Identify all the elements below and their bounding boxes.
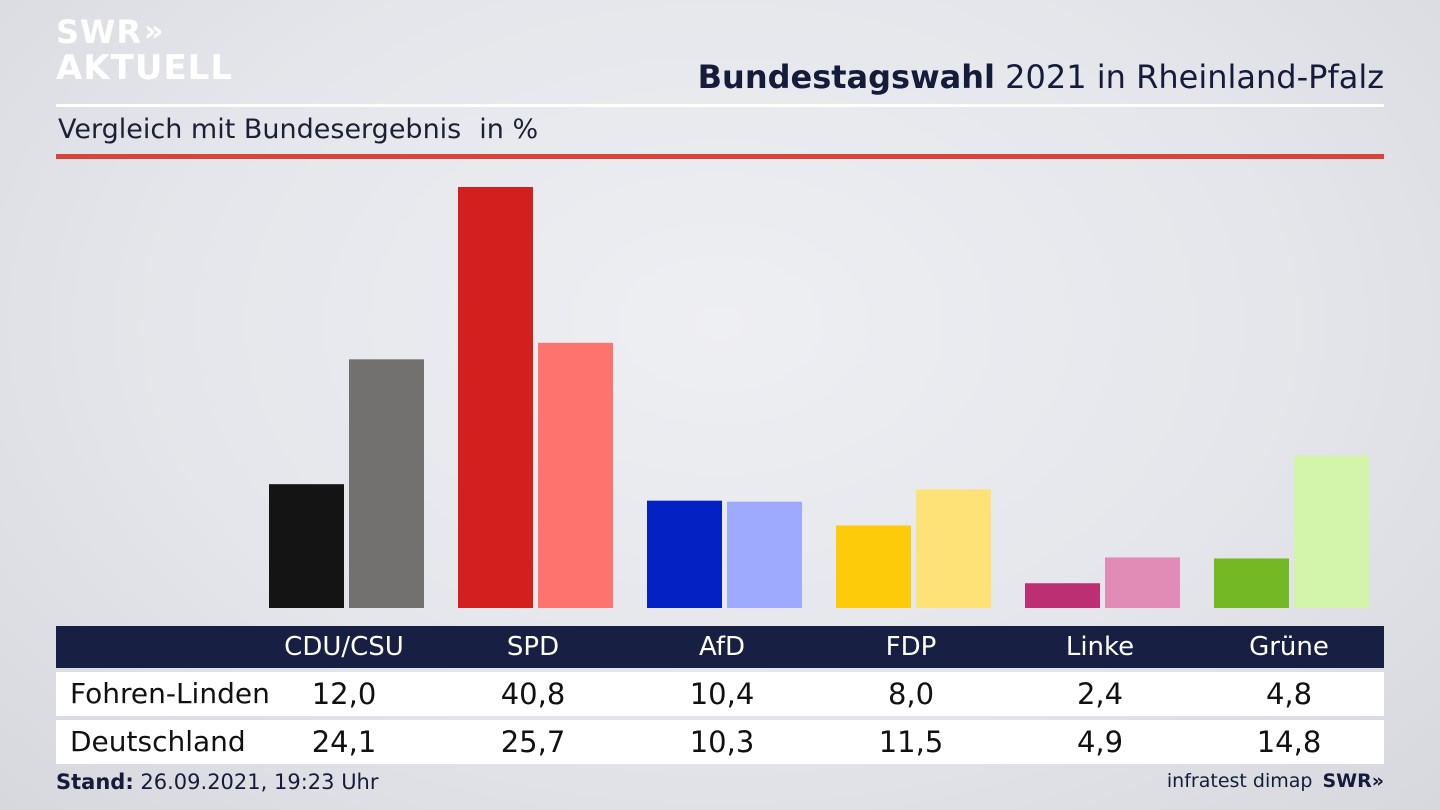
title-divider	[56, 104, 1384, 107]
subtitle-text: Vergleich mit Bundesergebnis	[58, 114, 462, 145]
table-cell: 14,8	[1256, 725, 1322, 759]
bar-linke-fohren-linden	[1025, 583, 1100, 608]
source-text: infratest dimap	[1166, 770, 1313, 792]
table-cell: 24,1	[311, 725, 377, 759]
swr-aktuell-logo: SWR» AKTUELL	[56, 14, 233, 86]
stand-label: Stand:	[56, 770, 134, 794]
header-fdp: FDP	[885, 632, 937, 662]
bar-gr-ne-fohren-linden	[1214, 558, 1289, 608]
logo-aktuell-text: AKTUELL	[56, 48, 234, 88]
header-cdu-csu: CDU/CSU	[284, 632, 404, 662]
bar-spd-fohren-linden	[458, 187, 533, 608]
table-cell: 10,3	[689, 725, 755, 759]
source-credit: infratest dimap SWR»	[1167, 770, 1384, 792]
timestamp: Stand: 26.09.2021, 19:23 Uhr	[56, 770, 379, 794]
table-cell: 2,4	[1076, 677, 1124, 711]
bar-cdu-csu-deutschland	[349, 359, 424, 608]
header-linke: Linke	[1065, 632, 1135, 662]
table-cell: 10,4	[689, 677, 755, 711]
table-cell: 25,7	[500, 725, 566, 759]
swr-footer-logo: SWR»	[1322, 770, 1384, 792]
results-table: CDU/CSU SPD AfD FDP Linke Grüne Fohren-L…	[56, 626, 1384, 764]
table-row: Fohren-Linden 12,0 40,8 10,4 8,0 2,4 4,8	[56, 672, 1384, 716]
table-cell: 12,0	[311, 677, 377, 711]
table-header: CDU/CSU SPD AfD FDP Linke Grüne	[56, 626, 1384, 668]
accent-divider	[56, 154, 1384, 159]
row-label: Fohren-Linden	[70, 677, 270, 710]
bar-afd-deutschland	[727, 501, 802, 608]
table-cell: 8,0	[887, 677, 935, 711]
table-cell: 11,5	[878, 725, 944, 759]
unit-label: in %	[479, 114, 539, 145]
table-cell: 4,8	[1265, 677, 1313, 711]
bar-afd-fohren-linden	[647, 500, 722, 608]
title-bold: Bundestagswahl	[697, 58, 995, 96]
bar-chart	[269, 187, 1369, 608]
header-afd: AfD	[698, 632, 746, 662]
stand-value: 26.09.2021, 19:23 Uhr	[140, 770, 379, 794]
bar-fdp-deutschland	[916, 489, 991, 608]
bar-gr-ne-deutschland	[1294, 455, 1369, 608]
title-rest: 2021 in Rheinland-Pfalz	[1005, 58, 1384, 96]
bar-linke-deutschland	[1105, 557, 1180, 608]
table-cell: 40,8	[500, 677, 566, 711]
table-cell: 4,9	[1076, 725, 1124, 759]
header-spd: SPD	[506, 632, 560, 662]
bar-fdp-fohren-linden	[836, 525, 911, 608]
chart-subtitle: Vergleich mit Bundesergebnis in %	[58, 114, 538, 145]
page-title: Bundestagswahl 2021 in Rheinland-Pfalz	[698, 58, 1384, 96]
logo-swr-text: SWR	[56, 13, 142, 51]
header-gruene: Grüne	[1249, 632, 1329, 662]
bar-spd-deutschland	[538, 342, 613, 608]
table-row: Deutschland 24,1 25,7 10,3 11,5 4,9 14,8	[56, 720, 1384, 764]
row-label: Deutschland	[70, 725, 246, 758]
bar-cdu-csu-fohren-linden	[269, 484, 344, 608]
